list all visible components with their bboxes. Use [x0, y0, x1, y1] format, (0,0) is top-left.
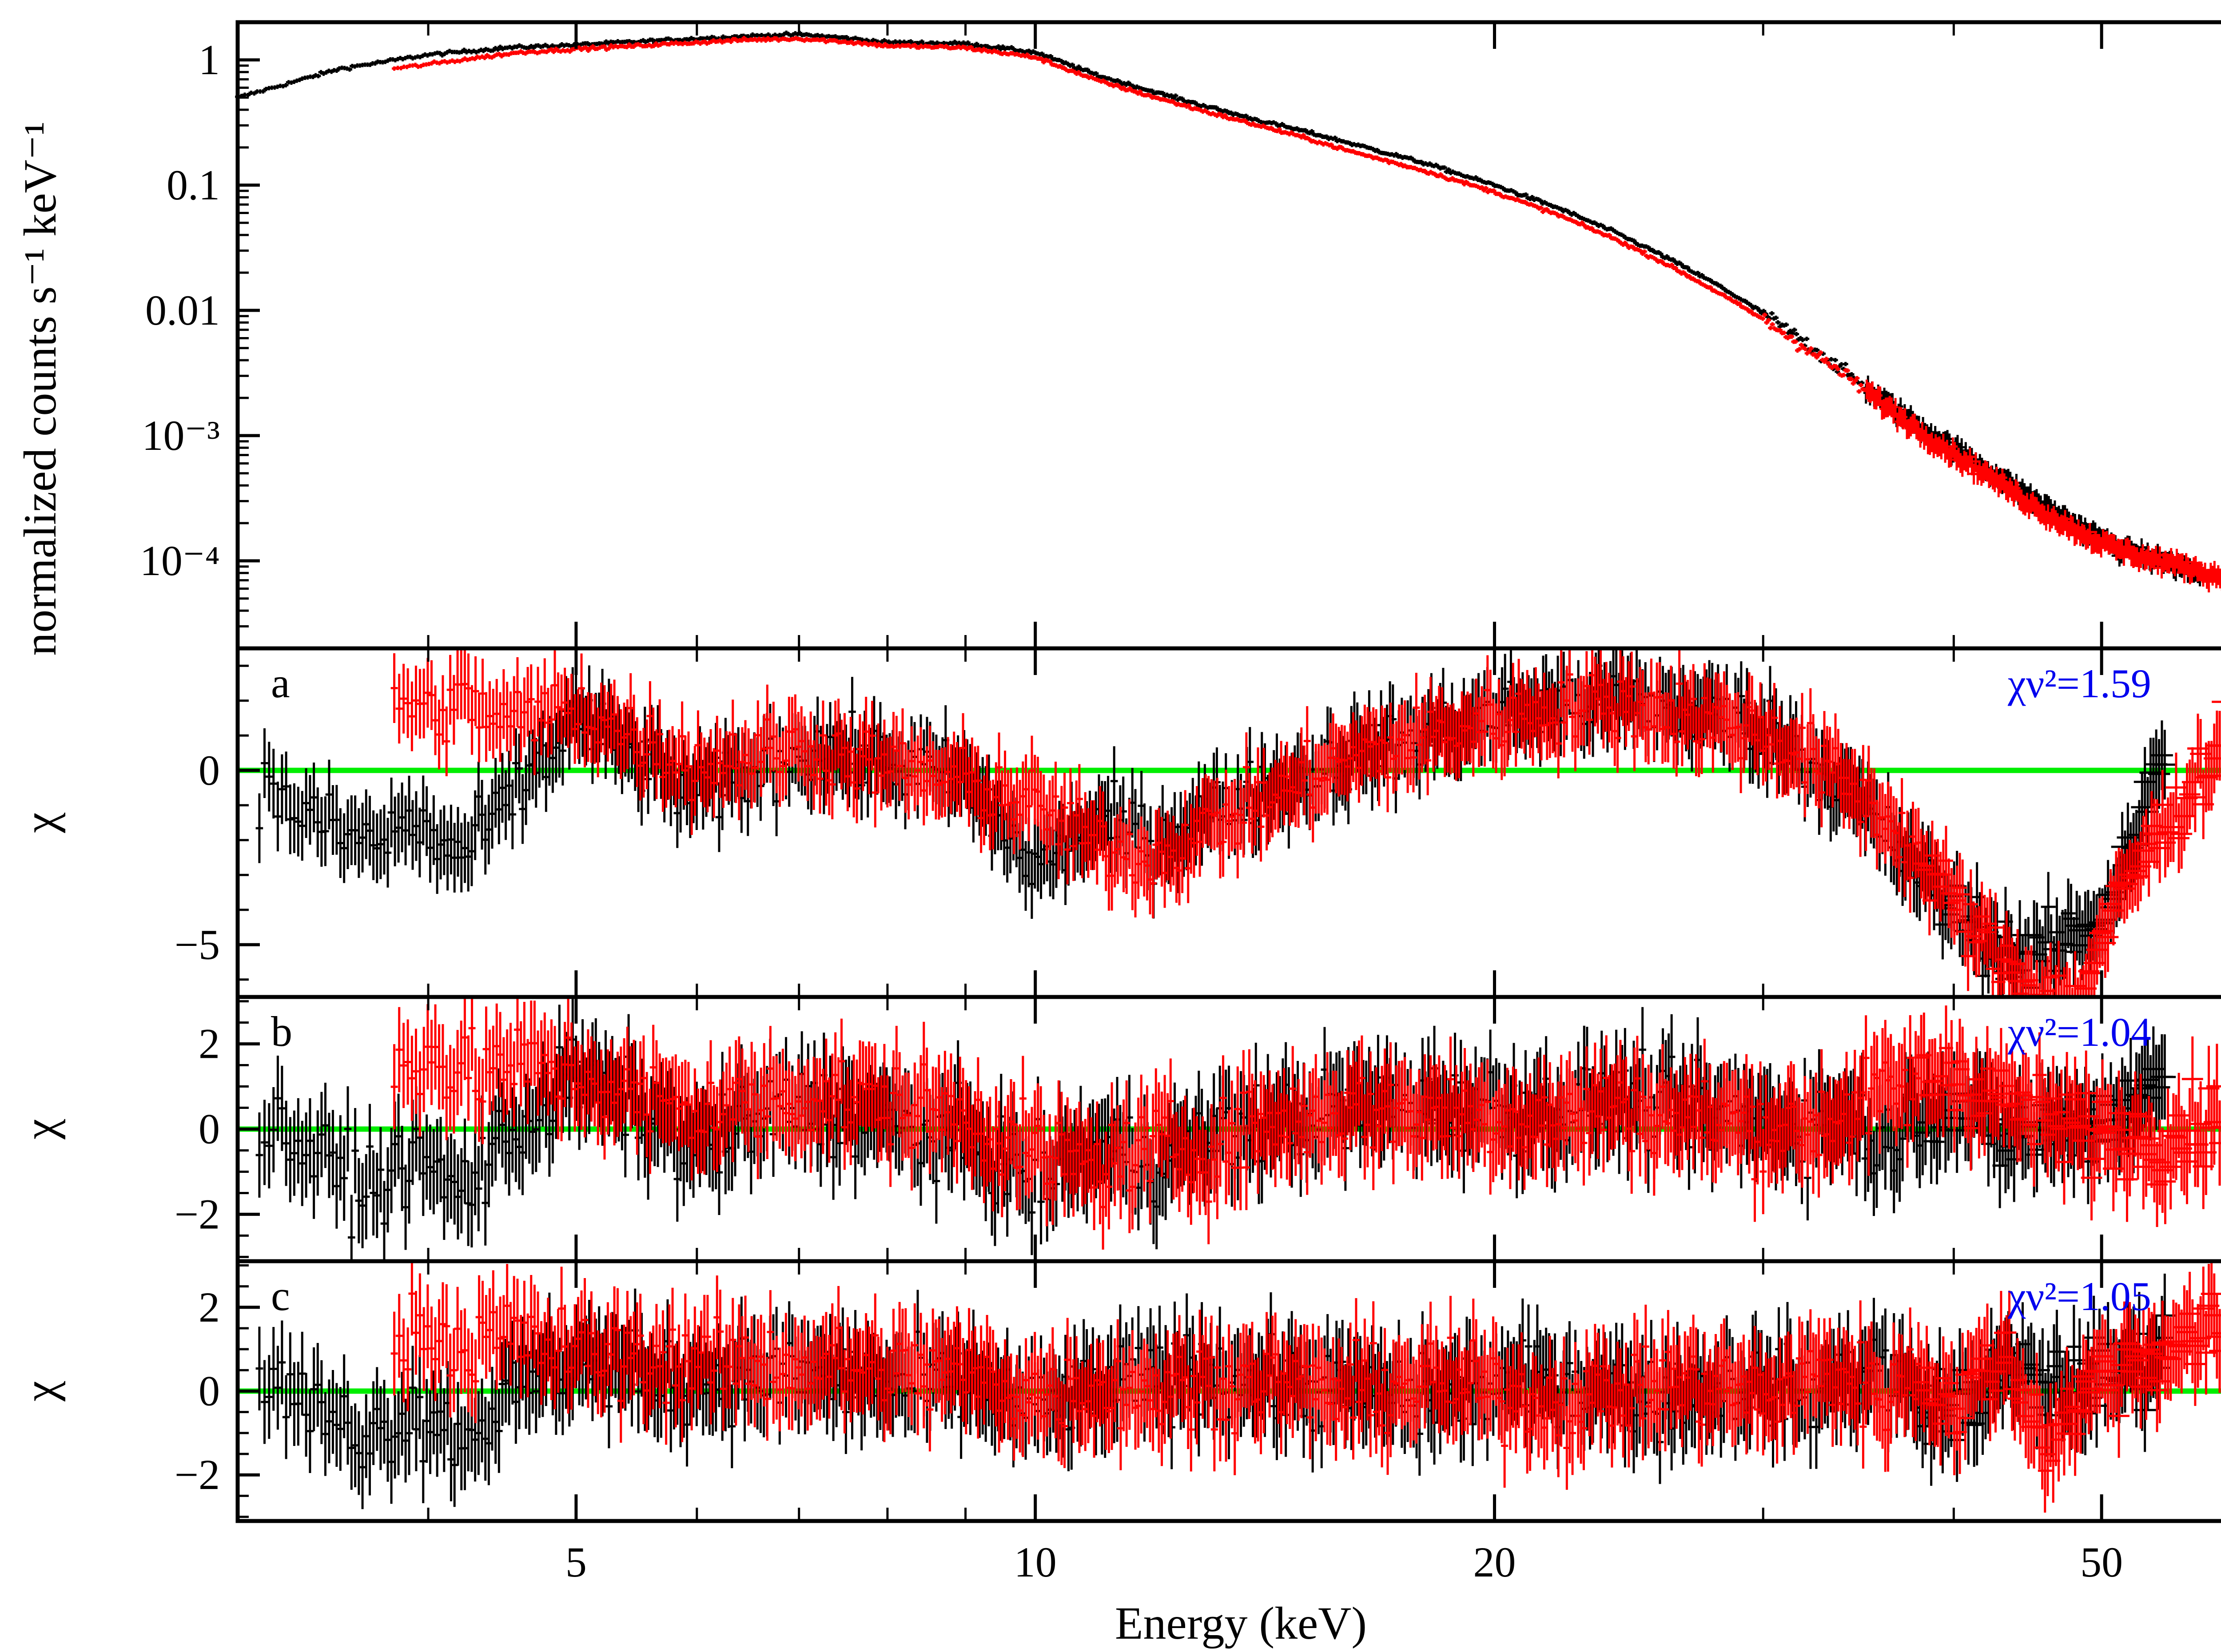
y-tick-label: 10⁻⁴	[140, 537, 220, 584]
y-tick-label: 1	[199, 36, 220, 83]
y-tick-label: 10⁻³	[142, 412, 220, 459]
y-tick-label: 0.1	[167, 161, 220, 209]
y-tick-label: 0.01	[145, 286, 220, 334]
